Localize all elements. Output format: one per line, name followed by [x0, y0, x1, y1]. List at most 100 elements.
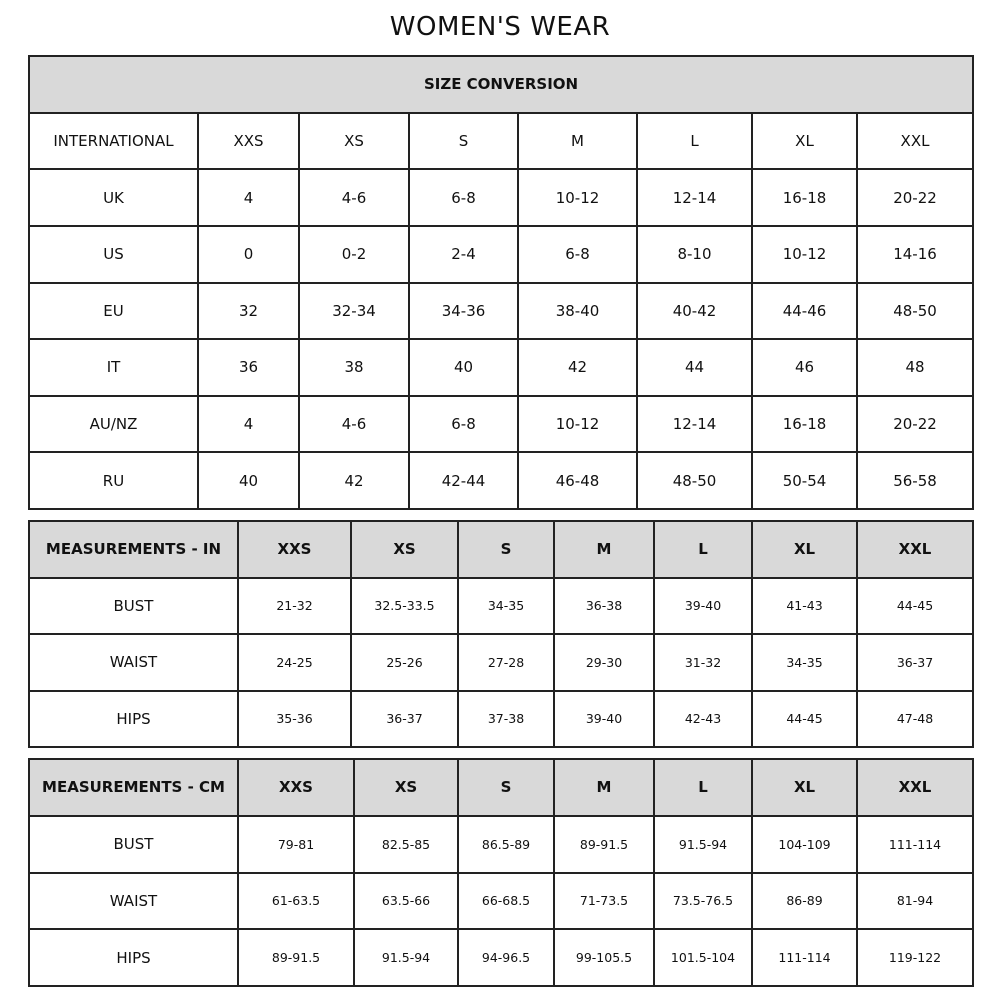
table-cell: 34-35 — [751, 633, 858, 692]
table-cell: 36 — [197, 338, 300, 397]
table-row: RU 40 42 42-44 46-48 48-50 50-54 56-58 — [28, 451, 975, 510]
size-column-header: S — [457, 758, 555, 817]
table-cell: 42 — [517, 338, 638, 397]
table-row: WAIST 61-63.5 63.5-66 66-68.5 71-73.5 73.5-76… — [28, 871, 974, 931]
table-cell: 0 — [197, 224, 300, 284]
table-cell: 82.5-85 — [353, 814, 459, 874]
table-cell: 37-38 — [457, 689, 555, 748]
table-cell: 101.5-104 — [653, 928, 753, 987]
table-cell: 10-12 — [517, 168, 638, 227]
measurements-cm-table: MEASUREMENTS - CM XXS XS S M L XL XXL BUST 79-81 8… — [28, 758, 974, 987]
table-cell: 61-63.5 — [237, 871, 355, 931]
row-header-label: INTERNATIONAL — [28, 111, 199, 171]
table-cell: 35-36 — [237, 689, 352, 748]
size-column-header: XXL — [855, 111, 975, 171]
table-cell: 56-58 — [855, 451, 975, 510]
table-cell: 89-91.5 — [553, 814, 655, 874]
table-cell: 91.5-94 — [653, 814, 753, 874]
table-cell: 2-4 — [408, 224, 519, 284]
row-label: US — [28, 224, 199, 284]
table-cell: 21-32 — [237, 576, 352, 635]
table-row: IT 36 38 40 42 44 46 48 — [28, 338, 975, 397]
table-cell: 38-40 — [517, 281, 638, 341]
table-row: HIPS 89-91.5 91.5-94 94-96.5 99-105.5 101.5-1… — [28, 928, 974, 987]
table-cell: 34-35 — [457, 576, 555, 635]
size-column-header: XS — [350, 520, 459, 579]
table-cell: 89-91.5 — [237, 928, 355, 987]
table-row: AU/NZ 4 4-6 6-8 10-12 12-14 16-18 20-22 — [28, 394, 975, 454]
table-cell: 71-73.5 — [553, 871, 655, 931]
size-column-header: M — [517, 111, 638, 171]
table-cell: 4-6 — [298, 168, 410, 227]
table-cell: 48 — [855, 338, 975, 397]
table-cell: 4 — [197, 168, 300, 227]
measurements-inches-table: MEASUREMENTS - IN XXS XS S M L XL XXL BUST 21-32 3… — [28, 520, 974, 748]
table-row: US 0 0-2 2-4 6-8 8-10 10-12 14-16 — [28, 224, 975, 284]
size-column-header: XXL — [856, 520, 974, 579]
table-cell: 36-37 — [856, 633, 974, 692]
table-cell: 48-50 — [855, 281, 975, 341]
table-cell: 47-48 — [856, 689, 974, 748]
header-row: MEASUREMENTS - CM XXS XS S M L XL XXL — [28, 758, 974, 817]
table-cell: 4-6 — [298, 394, 410, 454]
size-column-header: L — [653, 758, 753, 817]
table-cell: 94-96.5 — [457, 928, 555, 987]
row-label: RU — [28, 451, 199, 510]
table-cell: 25-26 — [350, 633, 459, 692]
table-cell: 32-34 — [298, 281, 410, 341]
table-cell: 111-114 — [751, 928, 858, 987]
table-caption: SIZE CONVERSION — [27, 55, 975, 114]
table-cell: 12-14 — [636, 168, 753, 227]
table-cell: 34-36 — [408, 281, 519, 341]
row-label: WAIST — [28, 871, 239, 931]
table-cell: 86-89 — [751, 871, 858, 931]
size-conversion-table: SIZE CONVERSION INTERNATIONAL XXS XS S M L XL X… — [27, 55, 975, 510]
table-cell: 41-43 — [751, 576, 858, 635]
table-cell: 20-22 — [855, 394, 975, 454]
row-header-label: MEASUREMENTS - IN — [28, 520, 239, 579]
table-cell: 119-122 — [856, 928, 974, 987]
table-cell: 44 — [636, 338, 753, 397]
table-cell: 10-12 — [751, 224, 858, 284]
size-column-header: XXL — [856, 758, 974, 817]
row-label: BUST — [28, 576, 239, 635]
table-cell: 39-40 — [553, 689, 655, 748]
table-cell: 32.5-33.5 — [350, 576, 459, 635]
table-cell: 12-14 — [636, 394, 753, 454]
page-title: WOMEN'S WEAR — [389, 12, 611, 42]
table-cell: 14-16 — [855, 224, 975, 284]
size-column-header: XL — [751, 111, 858, 171]
size-column-header: M — [553, 758, 655, 817]
table-cell: 42 — [298, 451, 410, 510]
table-cell: 36-37 — [350, 689, 459, 748]
table-cell: 40-42 — [636, 281, 753, 341]
row-label: IT — [28, 338, 199, 397]
table-row: WAIST 24-25 25-26 27-28 29-30 31-32 34-35 36-37 — [28, 633, 974, 692]
row-label: UK — [28, 168, 199, 227]
table-cell: 29-30 — [553, 633, 655, 692]
size-column-header: XL — [751, 758, 858, 817]
table-row: BUST 21-32 32.5-33.5 34-35 36-38 39-40 41-43 44… — [28, 576, 974, 635]
table-cell: 0-2 — [298, 224, 410, 284]
table-cell: 99-105.5 — [553, 928, 655, 987]
size-column-header: S — [408, 111, 519, 171]
size-column-header: M — [553, 520, 655, 579]
table-cell: 48-50 — [636, 451, 753, 510]
table-cell: 4 — [197, 394, 300, 454]
table-cell: 8-10 — [636, 224, 753, 284]
table-row: HIPS 35-36 36-37 37-38 39-40 42-43 44-45 47-48 — [28, 689, 974, 748]
row-label: WAIST — [28, 633, 239, 692]
row-label: HIPS — [28, 928, 239, 987]
table-row: BUST 79-81 82.5-85 86.5-89 89-91.5 91.5-94 104… — [28, 814, 974, 874]
table-cell: 91.5-94 — [353, 928, 459, 987]
table-cell: 40 — [408, 338, 519, 397]
table-cell: 31-32 — [653, 633, 753, 692]
table-cell: 16-18 — [751, 394, 858, 454]
table-cell: 32 — [197, 281, 300, 341]
row-label: BUST — [28, 814, 239, 874]
table-cell: 27-28 — [457, 633, 555, 692]
table-cell: 44-46 — [751, 281, 858, 341]
table-cell: 42-44 — [408, 451, 519, 510]
table-cell: 63.5-66 — [353, 871, 459, 931]
row-header-label: MEASUREMENTS - CM — [28, 758, 239, 817]
